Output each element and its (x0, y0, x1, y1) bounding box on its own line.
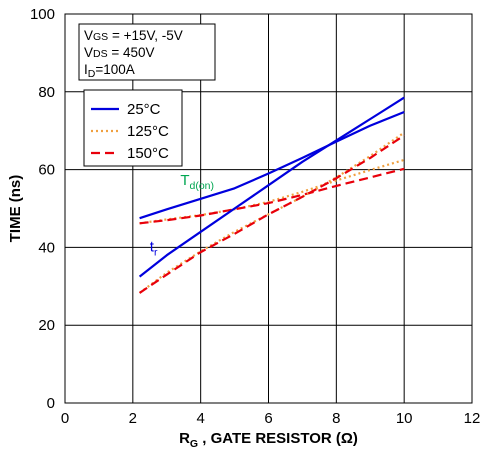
tick-labels: 0 2 4 6 8 10 12 0 20 40 60 80 100 (30, 6, 480, 427)
x-axis-title-main: R (179, 430, 190, 447)
y-tick-label-20: 20 (38, 317, 55, 334)
y-tick-label-0: 0 (47, 395, 55, 412)
plot-frame (64, 13, 473, 404)
legend-frame (83, 89, 183, 167)
y-axis-title: TIME (ns) (7, 175, 24, 243)
x-axis-title-sub: G (190, 438, 198, 450)
y-tick-label-40: 40 (38, 239, 55, 256)
condition-id: ID=100A (84, 62, 135, 80)
x-axis-title: RG , GATE RESISTOR (Ω) (179, 430, 358, 450)
condition-vgs: VGS = +15V, -5V (84, 28, 183, 43)
legend-label-125c: 125°C (127, 123, 169, 140)
x-tick-label-6: 6 (264, 410, 272, 427)
test-conditions-box: VGS = +15V, -5V VDS = 450V ID=100A (78, 23, 216, 81)
series-tr-25c (138, 96, 405, 278)
annotation-tr: tr (150, 238, 158, 258)
y-tick-label-100: 100 (30, 6, 55, 23)
series-td-on--125c (139, 158, 405, 225)
condition-vds: VDS = 450V (84, 45, 155, 60)
series-td-on--25c (139, 110, 405, 220)
series-tr-150c (138, 134, 405, 294)
x-tick-label-8: 8 (332, 410, 340, 427)
series-td-on--150c (139, 167, 405, 225)
y-tick-label-60: 60 (38, 162, 55, 179)
y-tick-label-80: 80 (38, 84, 55, 101)
x-tick-label-10: 10 (396, 410, 413, 427)
x-axis-title-rest: , GATE RESISTOR (Ω) (198, 430, 358, 447)
x-tick-label-2: 2 (129, 410, 137, 427)
series-tr-125c (138, 131, 405, 294)
x-tick-label-4: 4 (196, 410, 204, 427)
legend: 25°C 125°C 150°C (83, 89, 183, 167)
x-tick-label-0: 0 (61, 410, 69, 427)
legend-label-25c: 25°C (127, 101, 161, 118)
annotation-td-on: Td(on) (180, 172, 214, 192)
x-tick-label-12: 12 (464, 410, 481, 427)
legend-label-150c: 150°C (127, 145, 169, 162)
series-lines (138, 96, 405, 294)
test-conditions-frame (78, 23, 216, 81)
